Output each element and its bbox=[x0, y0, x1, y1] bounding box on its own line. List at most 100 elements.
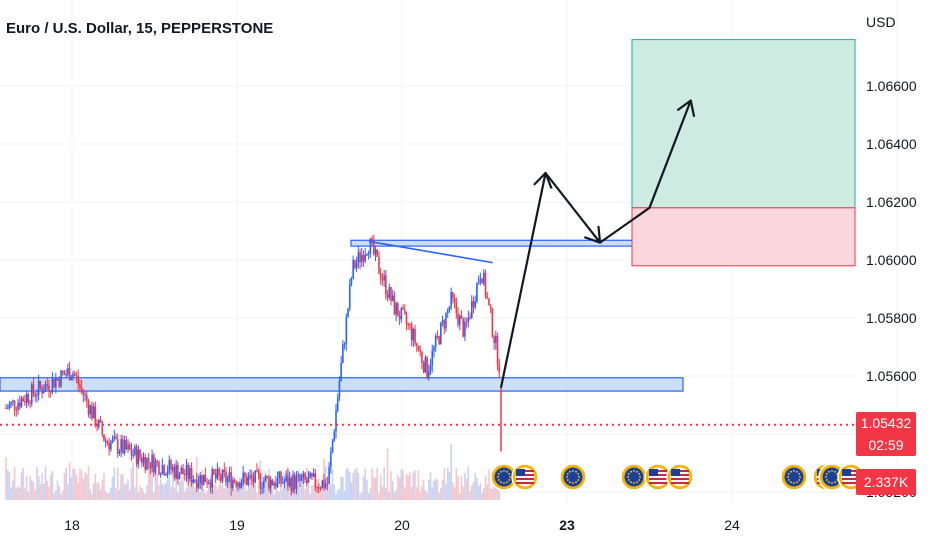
volume-bar bbox=[276, 489, 279, 500]
candle-body bbox=[366, 254, 368, 256]
last-price-badge: 1.05432 02:59 bbox=[856, 412, 916, 456]
volume-bar bbox=[204, 493, 207, 500]
volume-bar bbox=[135, 466, 138, 500]
volume-bar bbox=[405, 474, 408, 500]
bar-countdown: 02:59 bbox=[868, 437, 904, 453]
volume-bar bbox=[457, 476, 459, 500]
volume-bar bbox=[302, 482, 305, 500]
volume-bar bbox=[125, 483, 128, 500]
volume-bar bbox=[263, 491, 265, 500]
candle-body bbox=[73, 373, 76, 376]
candle-body bbox=[338, 381, 341, 398]
candle-body bbox=[359, 252, 361, 263]
time-tick: 24 bbox=[724, 517, 740, 533]
candle-body bbox=[216, 468, 219, 479]
candle-body bbox=[55, 378, 57, 388]
volume-bar bbox=[379, 474, 382, 500]
volume-bar bbox=[144, 493, 147, 500]
candle-body bbox=[348, 284, 351, 309]
volume-bar bbox=[56, 480, 59, 500]
volume-bar bbox=[80, 470, 83, 500]
candle-body bbox=[360, 254, 363, 263]
volume-bar bbox=[455, 468, 458, 500]
volume-bar bbox=[409, 472, 411, 500]
volume-bar bbox=[381, 486, 384, 500]
candle-body bbox=[99, 420, 102, 423]
long-position-tool[interactable] bbox=[631, 39, 856, 267]
volume-bar bbox=[312, 485, 315, 500]
volume-bar bbox=[390, 471, 392, 500]
volume-bar bbox=[15, 488, 18, 500]
economic-events-row[interactable] bbox=[490, 463, 865, 491]
candle-body bbox=[479, 278, 482, 283]
volume-bar bbox=[242, 479, 244, 500]
eu-flag-icon[interactable] bbox=[780, 463, 808, 491]
candle-body bbox=[357, 252, 360, 263]
volume-bar bbox=[342, 476, 344, 500]
candle-body bbox=[177, 464, 179, 480]
candle-body bbox=[460, 315, 463, 319]
candle-body bbox=[20, 398, 23, 407]
volume-bar bbox=[280, 476, 282, 500]
volume-bar bbox=[46, 480, 49, 500]
candle-body bbox=[158, 462, 160, 475]
candle-body bbox=[458, 315, 461, 325]
candle-body bbox=[60, 370, 62, 387]
candle-body bbox=[302, 473, 305, 479]
time-tick: 19 bbox=[229, 517, 245, 533]
volume-bar bbox=[403, 487, 406, 500]
candle-body bbox=[199, 474, 202, 483]
volume-bar bbox=[5, 457, 7, 500]
candle-body bbox=[419, 350, 422, 353]
candle-body bbox=[140, 457, 143, 464]
volume-bar bbox=[415, 487, 418, 500]
volume-bar bbox=[99, 489, 102, 500]
candle-body bbox=[446, 309, 449, 313]
volume-bar bbox=[491, 489, 494, 500]
stop-zone bbox=[631, 207, 856, 267]
candle-body bbox=[415, 343, 418, 346]
candle-body bbox=[53, 378, 55, 388]
volume-bar bbox=[373, 477, 375, 500]
us-flag-icon[interactable] bbox=[511, 463, 539, 491]
volume-bar bbox=[30, 480, 33, 500]
volume-bar bbox=[82, 478, 85, 500]
candle-body bbox=[130, 449, 133, 456]
candle-body bbox=[190, 467, 193, 483]
volume-bar bbox=[335, 493, 337, 500]
candle-body bbox=[417, 345, 420, 351]
volume-bar bbox=[383, 467, 385, 500]
volume-bar bbox=[330, 484, 332, 500]
price-tick: 1.05800 bbox=[866, 310, 917, 326]
candle-body bbox=[491, 309, 494, 337]
volume-bar bbox=[182, 471, 184, 500]
candle-body bbox=[230, 472, 232, 489]
drawing-lines[interactable] bbox=[0, 99, 856, 426]
candle-body bbox=[309, 472, 312, 478]
symbol-title[interactable]: Euro / U.S. Dollar, 15, PEPPERSTONE bbox=[6, 20, 274, 37]
candle-body bbox=[220, 474, 222, 481]
volume-bar bbox=[44, 466, 47, 500]
volume-bar bbox=[165, 482, 167, 500]
eu-flag-icon[interactable] bbox=[559, 463, 587, 491]
candle-body bbox=[13, 400, 16, 410]
us-flag-icon[interactable] bbox=[666, 463, 694, 491]
candle-body bbox=[173, 467, 176, 478]
candle-body bbox=[226, 477, 229, 482]
eu-flag-icon[interactable] bbox=[620, 463, 648, 491]
candle-body bbox=[182, 467, 184, 475]
candle-body bbox=[194, 479, 196, 481]
candle-body bbox=[428, 370, 430, 377]
candle-body bbox=[431, 350, 434, 366]
candle-body bbox=[161, 465, 164, 475]
volume-bar bbox=[213, 484, 215, 500]
volume-bar bbox=[281, 488, 284, 500]
volume-bar bbox=[292, 489, 294, 500]
volume-bar bbox=[438, 492, 440, 500]
volume-bar bbox=[127, 479, 129, 500]
volume-bar bbox=[36, 466, 38, 500]
volume-bar bbox=[295, 490, 298, 500]
candle-body bbox=[405, 313, 408, 325]
price-tick: 1.06000 bbox=[866, 252, 917, 268]
